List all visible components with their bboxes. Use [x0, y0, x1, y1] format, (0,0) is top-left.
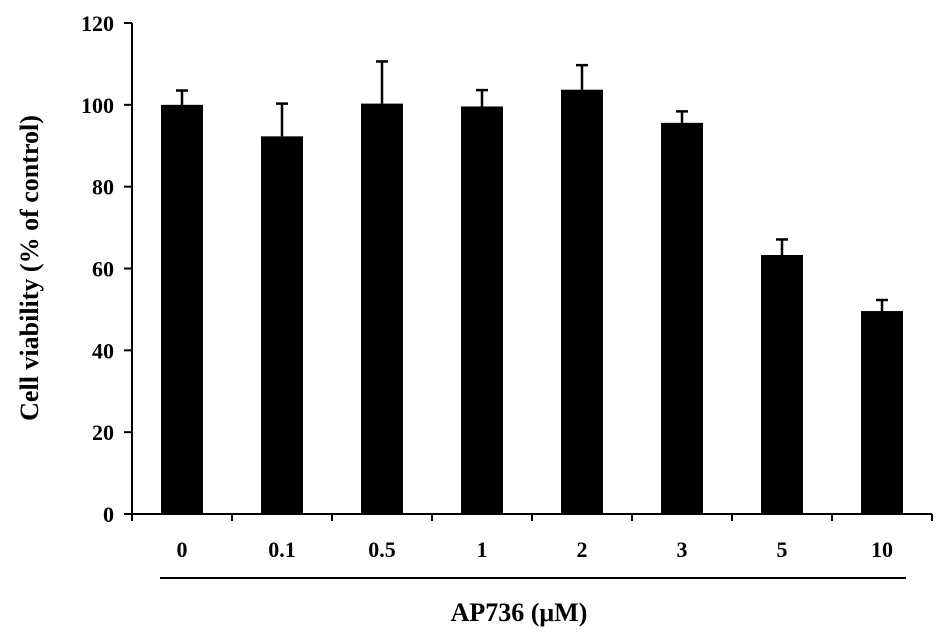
x-tick-label: 5 [777, 537, 788, 562]
y-tick-label: 40 [92, 338, 114, 363]
y-tick-label: 0 [103, 502, 114, 527]
y-axis-title: Cell viability (% of control) [15, 115, 44, 421]
bar [561, 89, 603, 515]
x-tick-label: 3 [677, 537, 688, 562]
y-tick-label: 60 [92, 257, 114, 282]
bar [861, 311, 903, 514]
y-tick-label: 20 [92, 420, 114, 445]
x-tick-label: 10 [871, 537, 893, 562]
y-tick-label: 100 [81, 93, 114, 118]
bar [361, 103, 403, 514]
y-tick-label: 120 [81, 11, 114, 36]
error-bars [176, 60, 888, 312]
bar [661, 122, 703, 514]
x-tick-label: 2 [577, 537, 588, 562]
bars [161, 89, 903, 515]
bar [761, 254, 803, 514]
x-tick-label: 0.1 [268, 537, 296, 562]
bar [461, 106, 503, 514]
y-axis: 0 20 40 60 80 100 120 [81, 11, 133, 527]
bar [261, 136, 303, 514]
bar [161, 104, 203, 514]
y-tick-label: 80 [92, 175, 114, 200]
x-tick-label: 0.5 [368, 537, 396, 562]
x-axis-title: AP736 (μM) [451, 598, 588, 627]
x-tick-label: 0 [177, 537, 188, 562]
x-tick-label: 1 [477, 537, 488, 562]
x-axis: 0 0.1 0.5 1 2 3 5 10 [131, 513, 933, 562]
